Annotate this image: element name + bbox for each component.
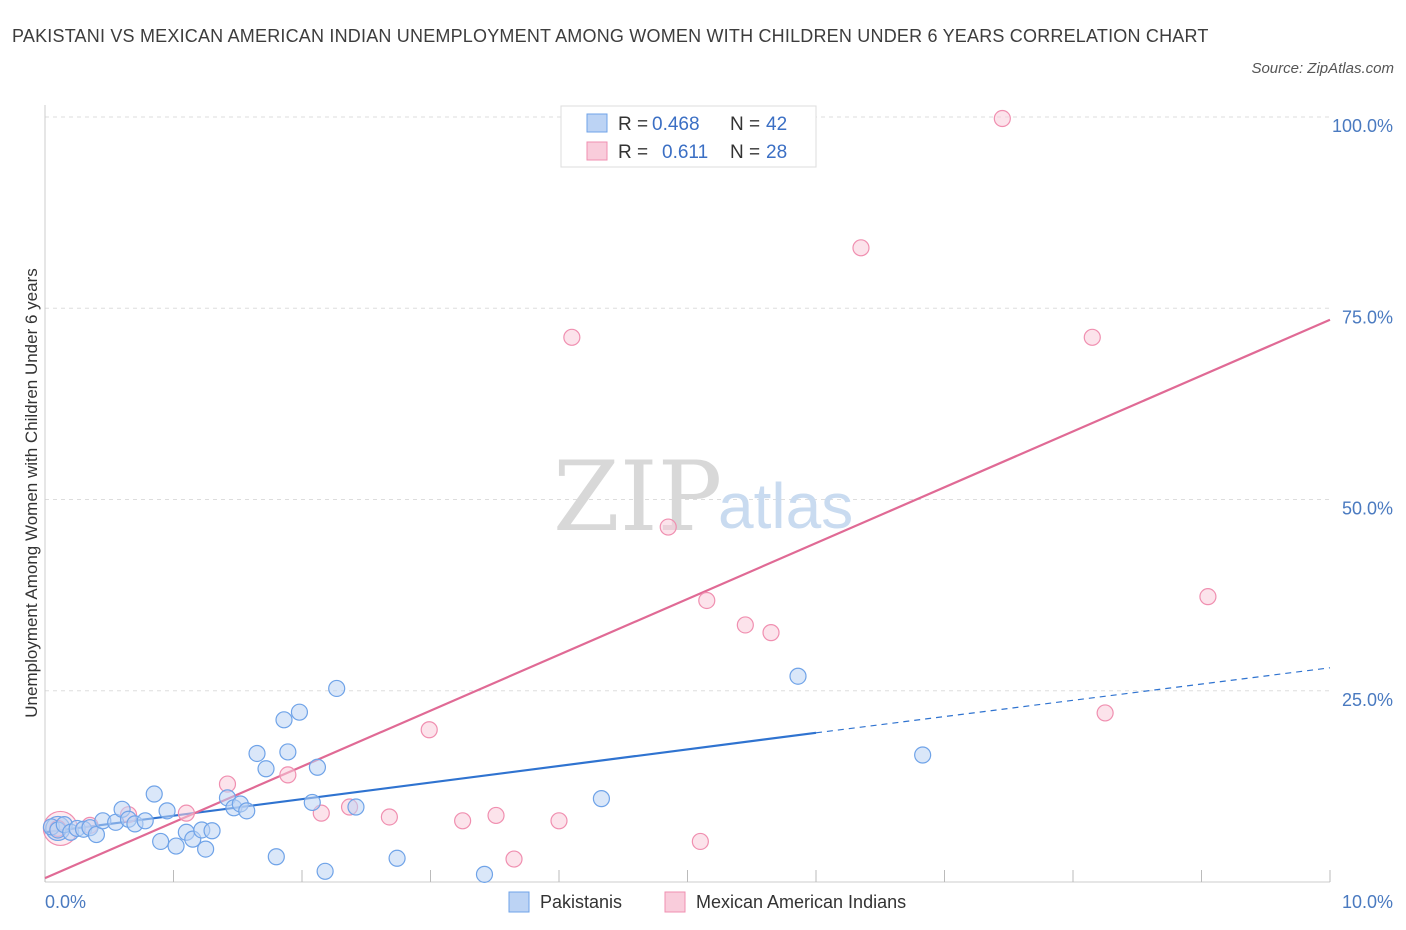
point-mexican-16 (659, 518, 677, 536)
legend-swatch-pakistanis (586, 113, 608, 133)
point-pakistanis-38 (388, 849, 406, 867)
legend-r-label-2: R = (618, 142, 648, 163)
legend-n-value-2: 28 (766, 142, 787, 163)
point-pakistanis-15 (152, 832, 170, 851)
x-tick-label-0: 0.0% (45, 892, 86, 912)
trendline-pakistanis (44, 731, 817, 834)
point-pakistanis-35 (316, 862, 334, 880)
trendline-pakistanis-extension (815, 667, 1331, 734)
bottom-legend-label-mexican: Mexican American Indians (696, 892, 906, 912)
point-mexican-3 (177, 804, 195, 822)
point-pakistanis-26 (238, 802, 256, 820)
point-pakistanis-34 (308, 758, 327, 776)
chart-source: Source: ZipAtlas.com (1251, 60, 1394, 77)
x-tick-labels: 0.0% 10.0% (45, 892, 1393, 912)
point-mexican-22 (852, 239, 870, 257)
point-pakistanis-32 (290, 703, 309, 721)
point-mexican-20 (762, 624, 780, 642)
point-pakistanis-17 (167, 837, 185, 855)
point-pakistanis-37 (347, 798, 365, 816)
y-tick-label-50: 50.0% (1342, 499, 1393, 519)
stats-legend: R = 0.468 N = 42 R = 0.611 N = 28 (560, 105, 817, 168)
point-pakistanis-31 (279, 743, 297, 761)
bottom-legend-swatch-pakistanis (508, 891, 530, 913)
y-tick-labels: 25.0% 50.0% 75.0% 100.0% (1332, 116, 1393, 710)
point-pakistanis-22 (203, 822, 221, 840)
x-tick-label-10: 10.0% (1342, 892, 1393, 912)
watermark-zip: ZIP (553, 441, 722, 553)
point-pakistanis-16 (158, 802, 176, 820)
point-mexican-10 (454, 812, 472, 830)
bottom-legend: Pakistanis Mexican American Indians (508, 891, 906, 913)
point-mexican-17 (691, 832, 709, 851)
point-pakistanis-40 (592, 790, 611, 808)
x-ticks (44, 870, 1331, 882)
y-tick-label-100: 100.0% (1332, 116, 1393, 136)
point-pakistanis-21 (197, 840, 215, 858)
watermark: ZIP atlas (553, 441, 853, 553)
point-pakistanis-27 (248, 744, 266, 763)
point-mexican-12 (505, 850, 523, 868)
point-pakistanis-41 (914, 746, 932, 764)
point-mexican-24 (1096, 704, 1114, 722)
point-pakistanis-42 (789, 667, 807, 685)
point-pakistanis-39 (475, 865, 494, 883)
legend-n-value-1: 42 (766, 114, 787, 135)
point-mexican-5 (279, 766, 297, 784)
y-tick-label-75: 75.0% (1342, 307, 1393, 327)
legend-r-label-1: R = (618, 114, 648, 135)
bottom-legend-swatch-mexican (664, 891, 686, 913)
point-pakistanis-7 (87, 825, 106, 844)
point-mexican-8 (380, 808, 398, 826)
point-mexican-9 (420, 721, 438, 739)
point-mexican-23 (1083, 328, 1101, 346)
y-tick-label-25: 25.0% (1342, 690, 1393, 710)
y-axis-label: Unemployment Among Women with Children U… (22, 268, 41, 717)
point-mexican-13 (550, 812, 568, 830)
legend-r-value-1: 0.468 (652, 114, 700, 135)
point-mexican-14 (563, 328, 581, 346)
legend-r-value-2: 0.611 (662, 142, 708, 163)
point-pakistanis-29 (267, 848, 285, 866)
point-mexican-19 (736, 616, 754, 634)
trend-lines (44, 318, 1331, 880)
point-pakistanis-33 (303, 793, 321, 812)
point-mexican-25 (1199, 588, 1217, 606)
bottom-legend-label-pakistanis: Pakistanis (540, 892, 622, 912)
point-pakistanis-36 (328, 679, 346, 698)
watermark-atlas: atlas (718, 470, 853, 542)
data-points (42, 109, 1217, 883)
legend-n-label-1: N = (730, 114, 760, 135)
point-mexican-11 (487, 806, 505, 825)
point-pakistanis-30 (275, 711, 293, 729)
point-pakistanis-14 (145, 785, 163, 803)
point-pakistanis-13 (136, 812, 154, 830)
point-mexican-18 (698, 591, 716, 610)
point-mexican-21 (993, 109, 1011, 128)
legend-swatch-mexican (586, 141, 608, 161)
legend-n-label-2: N = (730, 142, 760, 163)
chart-title: PAKISTANI VS MEXICAN AMERICAN INDIAN UNE… (12, 26, 1209, 46)
point-pakistanis-28 (257, 760, 275, 778)
trendline-mexican (44, 318, 1331, 880)
